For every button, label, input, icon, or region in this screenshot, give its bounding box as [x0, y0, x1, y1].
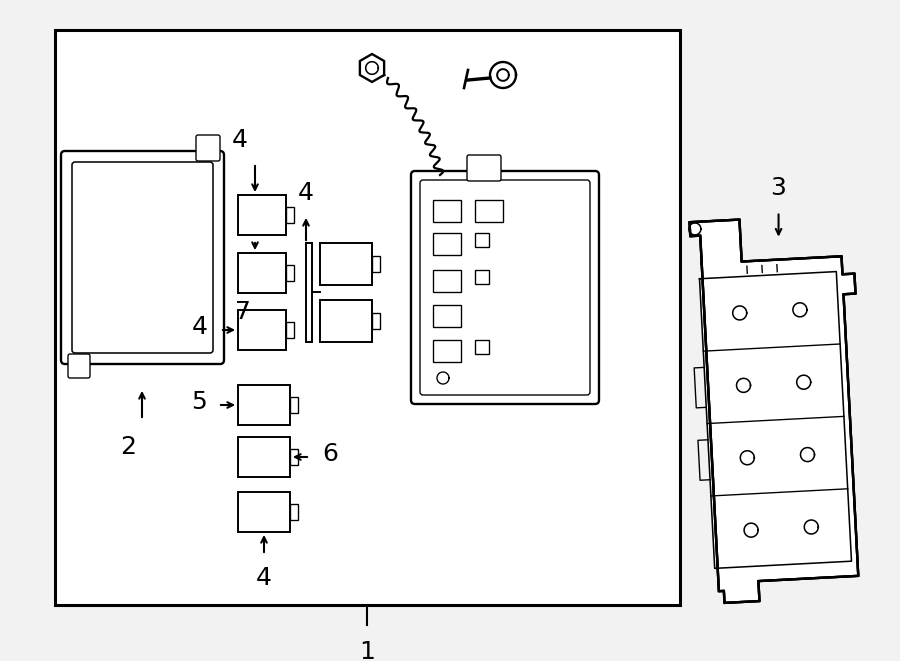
Bar: [433, 305, 461, 327]
FancyBboxPatch shape: [72, 162, 213, 353]
Text: 4: 4: [192, 315, 208, 339]
Bar: [238, 310, 286, 350]
FancyBboxPatch shape: [61, 151, 224, 364]
Bar: [433, 340, 461, 362]
Bar: [372, 313, 380, 329]
Bar: [290, 397, 298, 413]
Bar: [286, 322, 294, 338]
Bar: [433, 270, 461, 292]
Bar: [475, 233, 489, 247]
Bar: [290, 504, 298, 520]
Text: 1: 1: [359, 640, 375, 661]
Bar: [475, 340, 489, 354]
Bar: [55, 30, 680, 605]
Text: 7: 7: [235, 300, 251, 324]
FancyBboxPatch shape: [68, 354, 90, 378]
Text: 4: 4: [298, 181, 314, 205]
Bar: [320, 300, 372, 342]
Bar: [372, 256, 380, 272]
Text: 6: 6: [322, 442, 338, 466]
Bar: [475, 200, 503, 222]
Bar: [238, 195, 286, 235]
Text: 5: 5: [191, 390, 207, 414]
FancyBboxPatch shape: [196, 135, 220, 161]
Bar: [286, 265, 294, 281]
Text: 4: 4: [256, 566, 272, 590]
Bar: [433, 233, 461, 255]
Bar: [286, 207, 294, 223]
Bar: [238, 253, 286, 293]
Text: 2: 2: [120, 435, 136, 459]
Polygon shape: [689, 219, 859, 603]
Bar: [238, 492, 290, 532]
FancyBboxPatch shape: [420, 180, 590, 395]
Bar: [290, 449, 298, 465]
FancyBboxPatch shape: [411, 171, 599, 404]
Bar: [433, 200, 461, 222]
Bar: [475, 270, 489, 284]
Bar: [320, 243, 372, 285]
Text: 3: 3: [770, 176, 787, 200]
Text: 4: 4: [232, 128, 248, 152]
Bar: [238, 437, 290, 477]
Bar: [238, 385, 290, 425]
FancyBboxPatch shape: [467, 155, 501, 181]
